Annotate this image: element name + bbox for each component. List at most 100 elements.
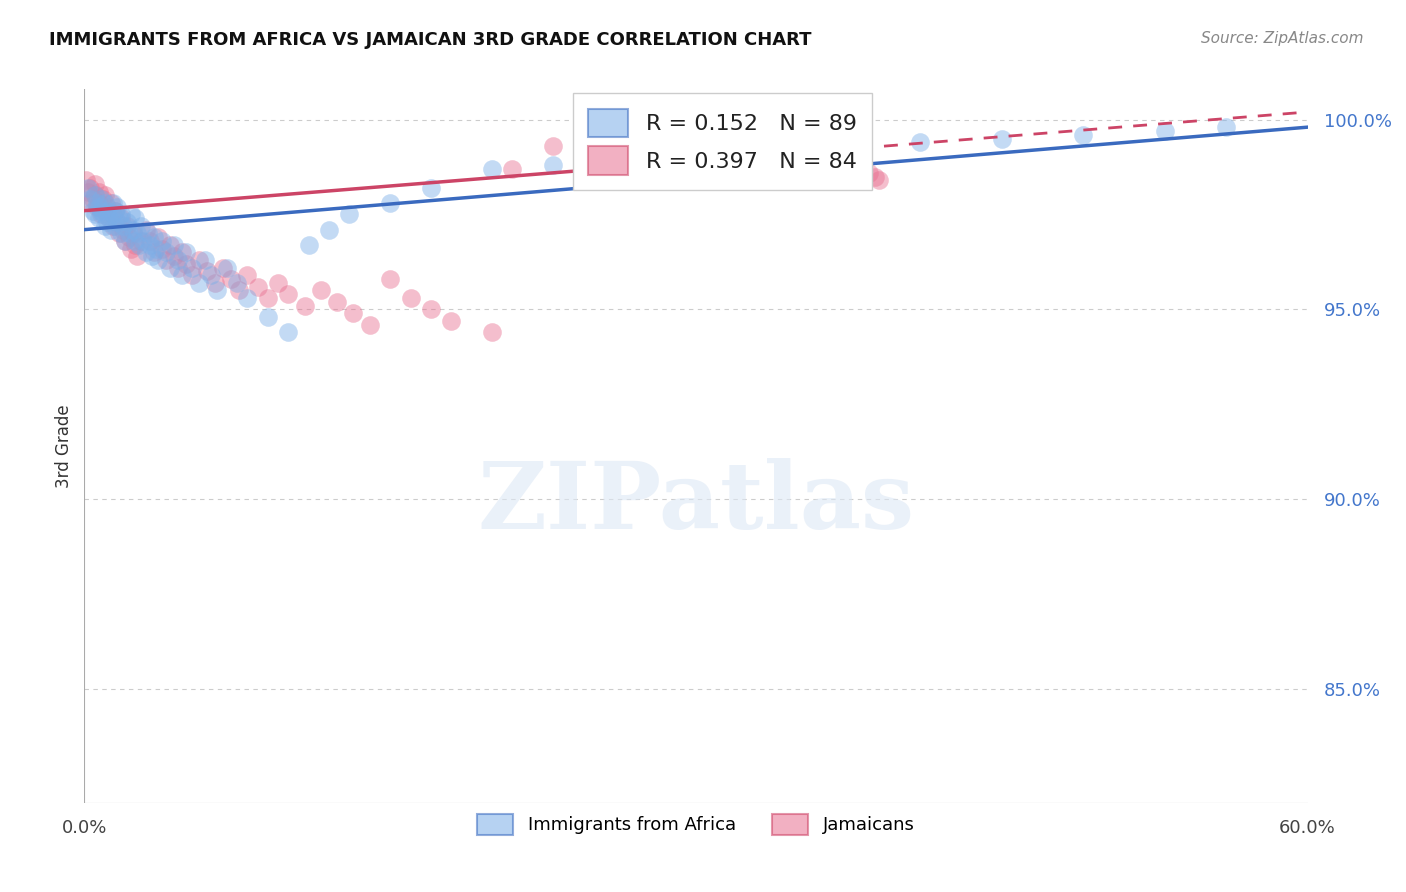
Point <box>90 203 112 218</box>
Point <box>108 227 131 241</box>
Point <box>159 237 181 252</box>
Point <box>326 294 349 309</box>
Point <box>115 215 138 229</box>
Point <box>105 215 128 229</box>
Point <box>481 325 503 339</box>
Point <box>665 131 688 145</box>
Point <box>502 161 524 176</box>
Point <box>277 325 299 339</box>
Point <box>706 139 728 153</box>
Legend: Immigrants from Africa, Jamaicans: Immigrants from Africa, Jamaicans <box>468 805 924 844</box>
Point <box>150 242 173 256</box>
Point <box>138 237 160 252</box>
Point <box>217 260 239 275</box>
Point <box>135 222 157 236</box>
Point <box>257 291 280 305</box>
Point <box>246 279 269 293</box>
Point <box>101 219 124 233</box>
Point <box>665 151 688 165</box>
Point <box>146 230 169 244</box>
Point <box>96 215 118 229</box>
Point <box>105 200 128 214</box>
Point <box>110 207 132 221</box>
Point <box>172 268 194 283</box>
Point <box>399 291 422 305</box>
Point <box>108 211 131 226</box>
Point <box>82 192 104 206</box>
Point <box>163 237 186 252</box>
Point <box>200 268 222 283</box>
Point <box>543 158 565 172</box>
Point <box>226 276 249 290</box>
Point <box>90 207 112 221</box>
Point <box>127 227 149 241</box>
Point <box>87 185 110 199</box>
Point <box>93 196 115 211</box>
Point <box>181 260 204 275</box>
Point <box>848 139 870 153</box>
Point <box>124 237 146 252</box>
Point <box>138 234 160 248</box>
Point <box>481 161 503 176</box>
Point <box>104 219 127 233</box>
Point <box>294 299 316 313</box>
Point <box>100 196 122 211</box>
Point <box>277 287 299 301</box>
Point <box>101 196 124 211</box>
Point <box>1073 128 1095 142</box>
Point <box>865 169 887 184</box>
Point <box>167 252 190 267</box>
Point <box>86 200 108 214</box>
Point <box>163 249 186 263</box>
Point <box>205 284 228 298</box>
Point <box>1215 120 1237 135</box>
Point <box>236 291 259 305</box>
Point <box>131 219 153 233</box>
Point <box>145 242 167 256</box>
Point <box>110 211 132 226</box>
Point <box>187 252 209 267</box>
Point <box>146 252 169 267</box>
Point <box>112 222 135 236</box>
Point <box>90 192 112 206</box>
Point <box>172 245 194 260</box>
Point <box>100 222 122 236</box>
Point <box>122 227 145 241</box>
Point <box>267 276 290 290</box>
Point <box>124 211 146 226</box>
Point <box>77 185 100 199</box>
Point <box>77 181 100 195</box>
Point <box>420 181 443 195</box>
Point <box>167 260 190 275</box>
Point <box>114 234 136 248</box>
Point <box>87 211 110 226</box>
Point <box>127 249 149 263</box>
Point <box>122 222 145 236</box>
Text: IMMIGRANTS FROM AFRICA VS JAMAICAN 3RD GRADE CORRELATION CHART: IMMIGRANTS FROM AFRICA VS JAMAICAN 3RD G… <box>49 31 811 49</box>
Point <box>87 196 110 211</box>
Point <box>101 207 124 221</box>
Point <box>603 154 626 169</box>
Point <box>93 188 115 202</box>
Point <box>359 318 381 332</box>
Point <box>194 252 217 267</box>
Point <box>747 146 769 161</box>
Point <box>83 207 105 221</box>
Point <box>155 252 177 267</box>
Point <box>155 245 177 260</box>
Text: ZIPatlas: ZIPatlas <box>478 458 914 548</box>
Point <box>79 181 101 195</box>
Point <box>91 192 114 206</box>
Point <box>380 196 402 211</box>
Point <box>120 207 142 221</box>
Point <box>118 230 141 244</box>
Point <box>104 203 127 218</box>
Y-axis label: 3rd Grade: 3rd Grade <box>55 404 73 488</box>
Point <box>725 146 748 161</box>
Point <box>97 211 120 226</box>
Point <box>624 124 647 138</box>
Point <box>159 260 181 275</box>
Point <box>118 227 141 241</box>
Point <box>858 166 880 180</box>
Point <box>93 203 115 218</box>
